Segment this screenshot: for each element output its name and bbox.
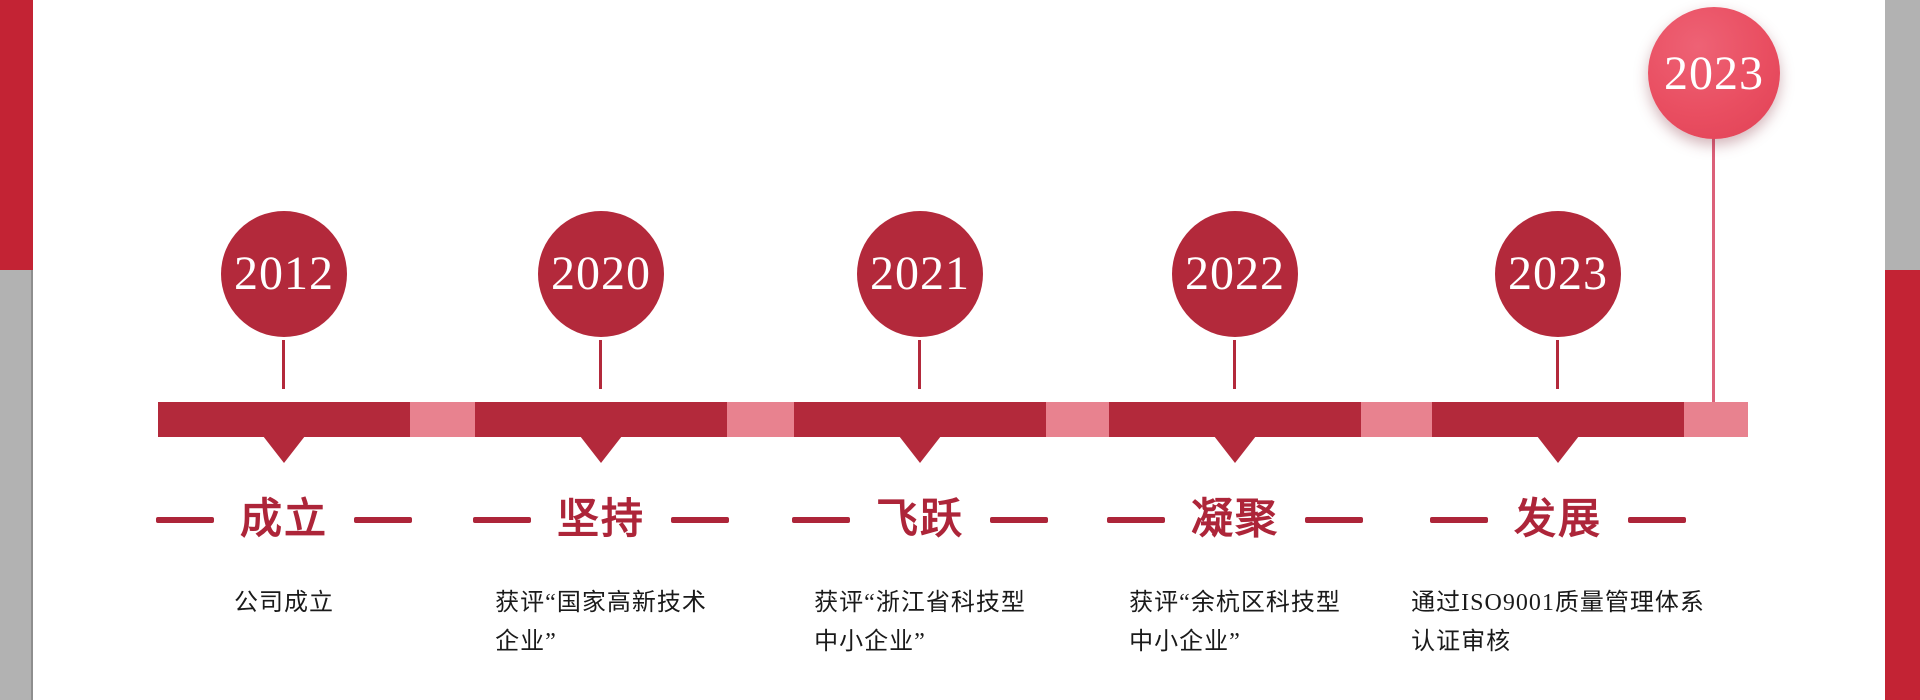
timeline-tick-triangle: [580, 436, 622, 463]
timeline-bar-segment-dark: [475, 402, 727, 437]
milestone-description-row: 公司成立: [114, 584, 454, 623]
milestone-description: 公司成立: [234, 590, 334, 616]
label-dash-left: [472, 517, 531, 523]
milestone-label-row: 坚持: [431, 495, 771, 545]
left-edge-red-strip: [0, 0, 33, 270]
timeline-bar-segment-pink: [410, 402, 475, 437]
milestone-label-row: 飞跃: [750, 495, 1090, 545]
label-dash-left: [791, 517, 850, 523]
year-bubble: 2023: [1495, 211, 1621, 337]
label-dash-right: [1305, 517, 1363, 523]
timeline-bar-segment-dark: [794, 402, 1046, 437]
timeline-milestone: 2023 发展 通过ISO9001质量管理体系 认证审核: [1388, 0, 1728, 700]
timeline-bar-segment-pink: [1361, 402, 1432, 437]
timeline-bar-segment-pink: [727, 402, 794, 437]
year-bubble: 2020: [538, 211, 664, 337]
milestone-label: 飞跃: [875, 497, 964, 543]
label-dash-right: [671, 517, 729, 523]
year-label: 2022: [1185, 246, 1285, 300]
year-label: 2012: [234, 246, 334, 300]
timeline-bar-segment-pink: [1046, 402, 1109, 437]
timeline-milestone: 2021 飞跃 获评“浙江省科技型 中小企业”: [750, 0, 1090, 700]
timeline-bar-segment-dark: [158, 402, 410, 437]
timeline-bar-segment-pink: [1684, 402, 1748, 437]
timeline-tick-triangle: [1214, 436, 1256, 463]
right-edge-red-strip: [1885, 270, 1920, 700]
timeline-tick-triangle: [899, 436, 941, 463]
bubble-stem-line: [599, 340, 602, 389]
year-bubble: 2022: [1172, 211, 1298, 337]
year-bubble: 2012: [221, 211, 347, 337]
milestone-label-row: 成立: [114, 495, 454, 545]
label-dash-left: [155, 517, 214, 523]
left-edge-gray-strip: [0, 270, 33, 700]
right-edge-gray-strip: [1885, 0, 1920, 270]
label-dash-left: [1429, 517, 1488, 523]
milestone-label: 坚持: [556, 497, 645, 543]
highlight-year-label: 2023: [1664, 46, 1764, 100]
timeline-tick-triangle: [1537, 436, 1579, 463]
milestone-description-row: 通过ISO9001质量管理体系 认证审核: [1388, 584, 1728, 662]
year-label: 2020: [551, 246, 651, 300]
bubble-stem-line: [1233, 340, 1236, 389]
milestone-description: 通过ISO9001质量管理体系 认证审核: [1411, 590, 1705, 655]
milestone-label-row: 凝聚: [1065, 495, 1405, 545]
milestone-description: 获评“国家高新技术 企业”: [495, 590, 707, 655]
timeline-milestone: 2012 成立 公司成立: [114, 0, 454, 700]
timeline-milestone: 2022 凝聚 获评“余杭区科技型 中小企业”: [1065, 0, 1405, 700]
label-dash-right: [354, 517, 412, 523]
highlight-year-bubble: 2023: [1648, 7, 1780, 139]
milestone-label: 发展: [1513, 497, 1602, 543]
year-bubble: 2021: [857, 211, 983, 337]
label-dash-right: [990, 517, 1048, 523]
milestone-description: 获评“浙江省科技型 中小企业”: [814, 590, 1026, 655]
milestone-label-row: 发展: [1388, 495, 1728, 545]
milestone-label: 凝聚: [1190, 497, 1279, 543]
label-dash-left: [1106, 517, 1165, 523]
timeline-milestone: 2020 坚持 获评“国家高新技术 企业”: [431, 0, 771, 700]
timeline-bar-segment-dark: [1432, 402, 1684, 437]
milestone-description-row: 获评“余杭区科技型 中小企业”: [1065, 584, 1405, 662]
year-label: 2021: [870, 246, 970, 300]
milestone-description-row: 获评“浙江省科技型 中小企业”: [750, 584, 1090, 662]
timeline-bar-segment-dark: [1109, 402, 1361, 437]
label-dash-right: [1628, 517, 1686, 523]
year-label: 2023: [1508, 246, 1608, 300]
timeline-bar: [0, 402, 1920, 437]
bubble-stem-line: [1556, 340, 1559, 389]
highlight-stem-line: [1712, 137, 1715, 402]
bubble-stem-line: [282, 340, 285, 389]
milestone-description: 获评“余杭区科技型 中小企业”: [1129, 590, 1341, 655]
milestone-description-row: 获评“国家高新技术 企业”: [431, 584, 771, 662]
bubble-stem-line: [918, 340, 921, 389]
milestone-label: 成立: [239, 497, 328, 543]
timeline-tick-triangle: [263, 436, 305, 463]
